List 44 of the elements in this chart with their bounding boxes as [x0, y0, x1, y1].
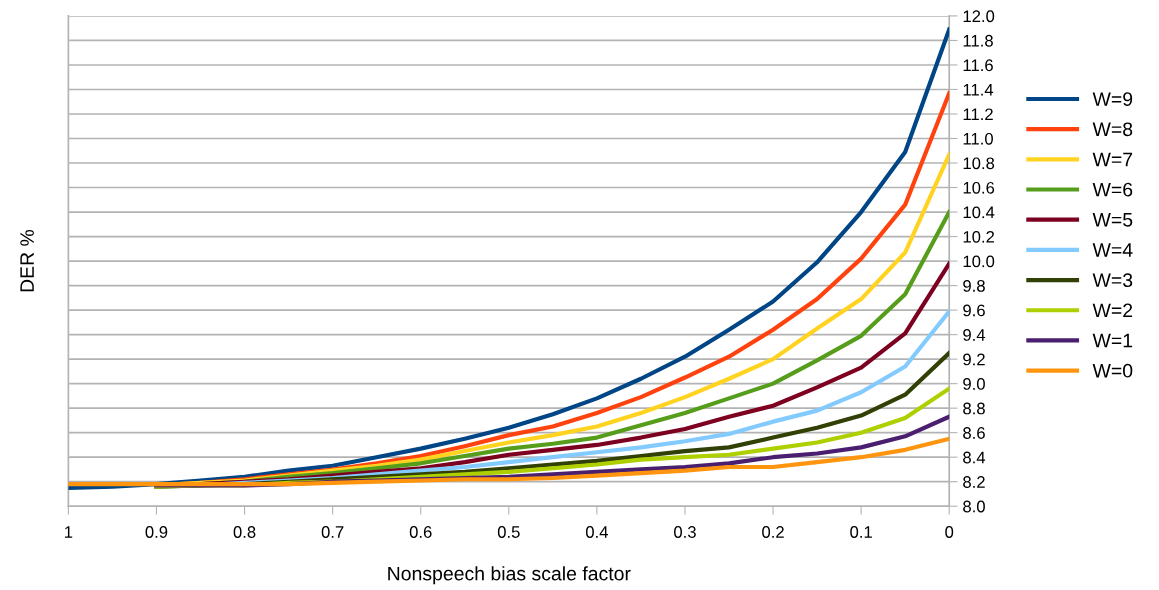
y-tick-label: 9.4: [963, 329, 986, 341]
legend-label: W=6: [1092, 182, 1133, 197]
y-tick-label: 11.2: [963, 108, 993, 121]
x-tick-label: 1: [65, 526, 73, 538]
legend-label: W=1: [1092, 333, 1133, 348]
y-tick-label: 12.0: [963, 10, 995, 23]
y-tick-label: 11.4: [963, 84, 994, 96]
legend-label: W=8: [1092, 122, 1133, 137]
y-tick-label: 9.8: [963, 279, 985, 292]
y-tick-label: 8.6: [963, 427, 985, 439]
legend-label: W=3: [1092, 273, 1133, 288]
x-tick-label: 0.2: [762, 526, 784, 538]
y-axis-title: DER %: [20, 229, 34, 292]
x-axis-title: Nonspeech bias scale factor: [388, 566, 631, 585]
y-tick-label: 11.8: [963, 34, 993, 47]
y-tick-label: 8.0: [963, 500, 985, 513]
y-tick-label: 9.0: [963, 378, 985, 390]
x-tick-label: 0.6: [409, 526, 432, 538]
x-tick-label: 0.8: [233, 526, 256, 538]
x-tick-label: 0.7: [321, 526, 344, 538]
y-tick-label: 10.4: [963, 206, 995, 219]
x-tick-label: 0: [945, 526, 954, 538]
legend-label: W=0: [1092, 363, 1133, 378]
y-tick-label: 9.6: [963, 304, 985, 317]
y-tick-label: 10.2: [963, 230, 995, 243]
y-tick-label: 10.0: [963, 255, 995, 268]
y-tick-label: 11.0: [963, 132, 993, 145]
legend-label: W=9: [1092, 92, 1133, 106]
legend-label: W=4: [1092, 243, 1133, 257]
y-tick-label: 9.2: [963, 353, 985, 366]
y-tick-label: 8.8: [963, 402, 985, 415]
y-tick-label: 10.6: [963, 181, 995, 194]
x-tick-label: 0.9: [145, 526, 168, 538]
y-tick-label: 11.6: [963, 59, 993, 72]
x-tick-label: 0.3: [674, 526, 696, 538]
y-tick-label: 10.8: [963, 157, 995, 170]
x-tick-label: 0.4: [585, 526, 608, 538]
x-tick-label: 0.1: [850, 526, 872, 538]
x-tick-label: 0.5: [497, 526, 520, 538]
legend-label: W=5: [1092, 213, 1133, 227]
legend-label: W=7: [1092, 152, 1133, 167]
y-tick-label: 8.4: [963, 451, 986, 464]
legend-label: W=2: [1092, 303, 1133, 318]
y-tick-label: 8.2: [963, 476, 985, 488]
